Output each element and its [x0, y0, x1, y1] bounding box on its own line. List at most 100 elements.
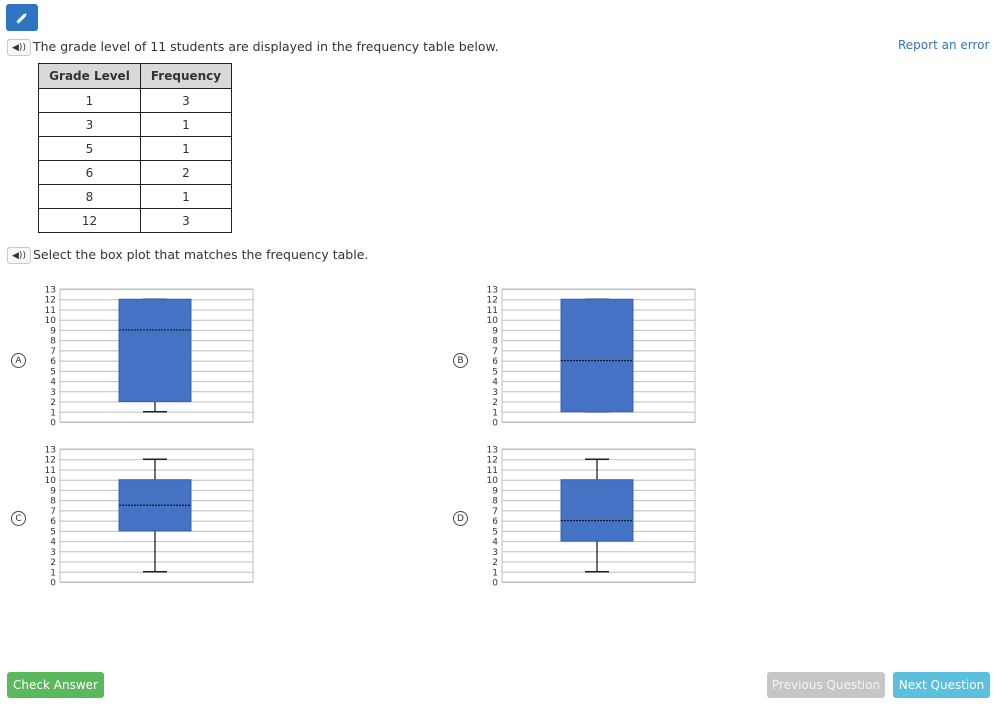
y-tick-label: 9 [492, 326, 498, 336]
y-tick-label: 12 [487, 456, 498, 466]
check-answer-button[interactable]: Check Answer [7, 672, 104, 698]
y-tick-label: 8 [50, 497, 56, 507]
y-tick-label: 5 [492, 527, 498, 537]
frequency-cell: 1 [140, 136, 232, 161]
report-error-link[interactable]: Report an error [898, 38, 990, 52]
choice-c-radio[interactable]: C [11, 511, 26, 526]
y-tick-label: 5 [50, 367, 56, 377]
frequency-cell: 3 [140, 88, 232, 113]
y-tick-label: 13 [45, 446, 56, 456]
speaker-icon: ◀)) [12, 250, 26, 261]
choice-d-radio[interactable]: D [453, 511, 468, 526]
y-tick-label: 7 [50, 347, 56, 357]
choice-a-label: A [15, 355, 22, 366]
column-header-frequency: Frequency [140, 63, 232, 89]
frequency-cell: 1 [140, 184, 232, 209]
y-tick-label: 6 [50, 517, 56, 527]
y-tick-label: 11 [487, 466, 498, 476]
y-tick-label: 6 [492, 357, 498, 367]
table-row: 12 3 [38, 208, 232, 233]
choice-b-radio[interactable]: B [453, 353, 468, 368]
frequency-cell: 1 [140, 112, 232, 137]
y-tick-label: 0 [50, 419, 56, 429]
y-tick-label: 1 [492, 568, 498, 578]
next-question-button[interactable]: Next Question [893, 672, 990, 698]
y-tick-label: 3 [492, 548, 498, 558]
y-tick-label: 9 [50, 326, 56, 336]
y-tick-label: 10 [487, 476, 499, 486]
y-tick-label: 1 [50, 568, 56, 578]
y-tick-label: 2 [492, 398, 498, 408]
y-tick-label: 7 [492, 507, 498, 517]
grade-cell: 12 [38, 208, 141, 233]
box [560, 298, 634, 413]
question-prompt: The grade level of 11 students are displ… [33, 39, 499, 54]
y-tick-label: 11 [487, 306, 498, 316]
y-tick-label: 4 [492, 378, 498, 388]
y-tick-label: 3 [50, 548, 56, 558]
y-tick-label: 1 [492, 408, 498, 418]
y-tick-label: 10 [45, 476, 57, 486]
y-tick-label: 4 [492, 538, 498, 548]
box [560, 479, 634, 542]
previous-question-button[interactable]: Previous Question [767, 672, 885, 698]
y-tick-label: 0 [50, 579, 56, 589]
y-tick-label: 4 [50, 378, 56, 388]
audio-button-instruction[interactable]: ◀)) [7, 247, 31, 264]
y-tick-label: 8 [50, 337, 56, 347]
choice-b-label: B [457, 355, 464, 366]
speaker-icon: ◀)) [12, 42, 26, 53]
grade-cell: 8 [38, 184, 141, 209]
y-tick-label: 12 [487, 296, 498, 306]
y-tick-label: 10 [45, 316, 57, 326]
column-header-grade-level: Grade Level [38, 63, 141, 89]
y-tick-label: 11 [45, 306, 56, 316]
y-tick-label: 2 [50, 558, 56, 568]
y-tick-label: 2 [50, 398, 56, 408]
audio-button-prompt[interactable]: ◀)) [7, 39, 31, 56]
choice-a-radio[interactable]: A [11, 353, 26, 368]
grade-cell: 5 [38, 136, 141, 161]
y-tick-label: 7 [50, 507, 56, 517]
y-tick-label: 5 [492, 367, 498, 377]
y-tick-label: 0 [492, 579, 498, 589]
y-tick-label: 9 [50, 486, 56, 496]
y-tick-label: 3 [50, 388, 56, 398]
grade-cell: 6 [38, 160, 141, 185]
y-tick-label: 3 [492, 388, 498, 398]
y-tick-label: 1 [50, 408, 56, 418]
y-tick-label: 4 [50, 538, 56, 548]
y-tick-label: 13 [45, 286, 56, 296]
grade-cell: 1 [38, 88, 141, 113]
box [118, 298, 192, 403]
y-tick-label: 12 [45, 456, 56, 466]
y-tick-label: 6 [50, 357, 56, 367]
choice-d-label: D [457, 513, 464, 524]
y-tick-label: 13 [487, 446, 498, 456]
question-instruction: Select the box plot that matches the fre… [33, 247, 369, 262]
edit-button[interactable] [6, 4, 38, 31]
y-tick-label: 10 [487, 316, 499, 326]
y-tick-label: 2 [492, 558, 498, 568]
frequency-cell: 3 [140, 208, 232, 233]
y-tick-label: 7 [492, 347, 498, 357]
y-tick-label: 8 [492, 497, 498, 507]
y-tick-label: 9 [492, 486, 498, 496]
y-tick-label: 11 [45, 466, 56, 476]
y-tick-label: 8 [492, 337, 498, 347]
pencil-icon [16, 13, 27, 24]
y-tick-label: 13 [487, 286, 498, 296]
frequency-cell: 2 [140, 160, 232, 185]
y-tick-label: 5 [50, 527, 56, 537]
choice-c-label: C [15, 513, 22, 524]
